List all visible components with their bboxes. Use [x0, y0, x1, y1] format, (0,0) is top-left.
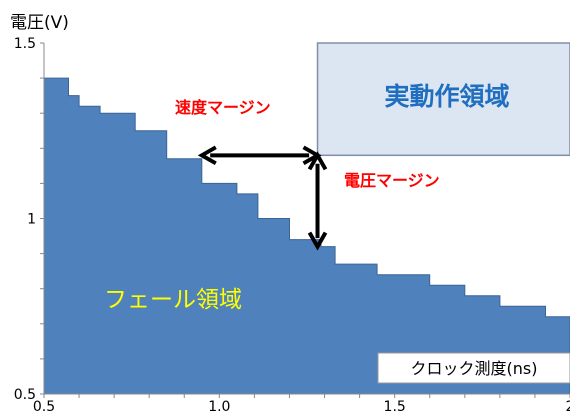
- y-tick-label: 0.5: [14, 387, 36, 403]
- x-tick-label: 1.0: [208, 399, 230, 414]
- x-axis-label: クロック測度(ns): [411, 359, 538, 378]
- y-tick-label: 1: [27, 212, 36, 228]
- x-tick-label: 2: [566, 399, 570, 414]
- y-axis-label: 電圧(V): [10, 13, 69, 33]
- x-tick-label: 1.5: [384, 399, 406, 414]
- y-tick-label: 1.5: [14, 36, 36, 52]
- voltage-margin-label: 電圧マージン: [344, 171, 440, 190]
- x-tick-label: 0.5: [33, 399, 55, 414]
- speed-margin-label: 速度マージン: [175, 98, 271, 117]
- fail-region-area: [43, 77, 570, 395]
- voltage-margin-arrow: [307, 151, 328, 251]
- x-axis-label-box: [377, 352, 570, 384]
- speed-margin-arrow: [197, 145, 322, 166]
- operating-region-label: 実動作領域: [384, 82, 509, 111]
- fail-region-label: フェール領域: [104, 287, 242, 313]
